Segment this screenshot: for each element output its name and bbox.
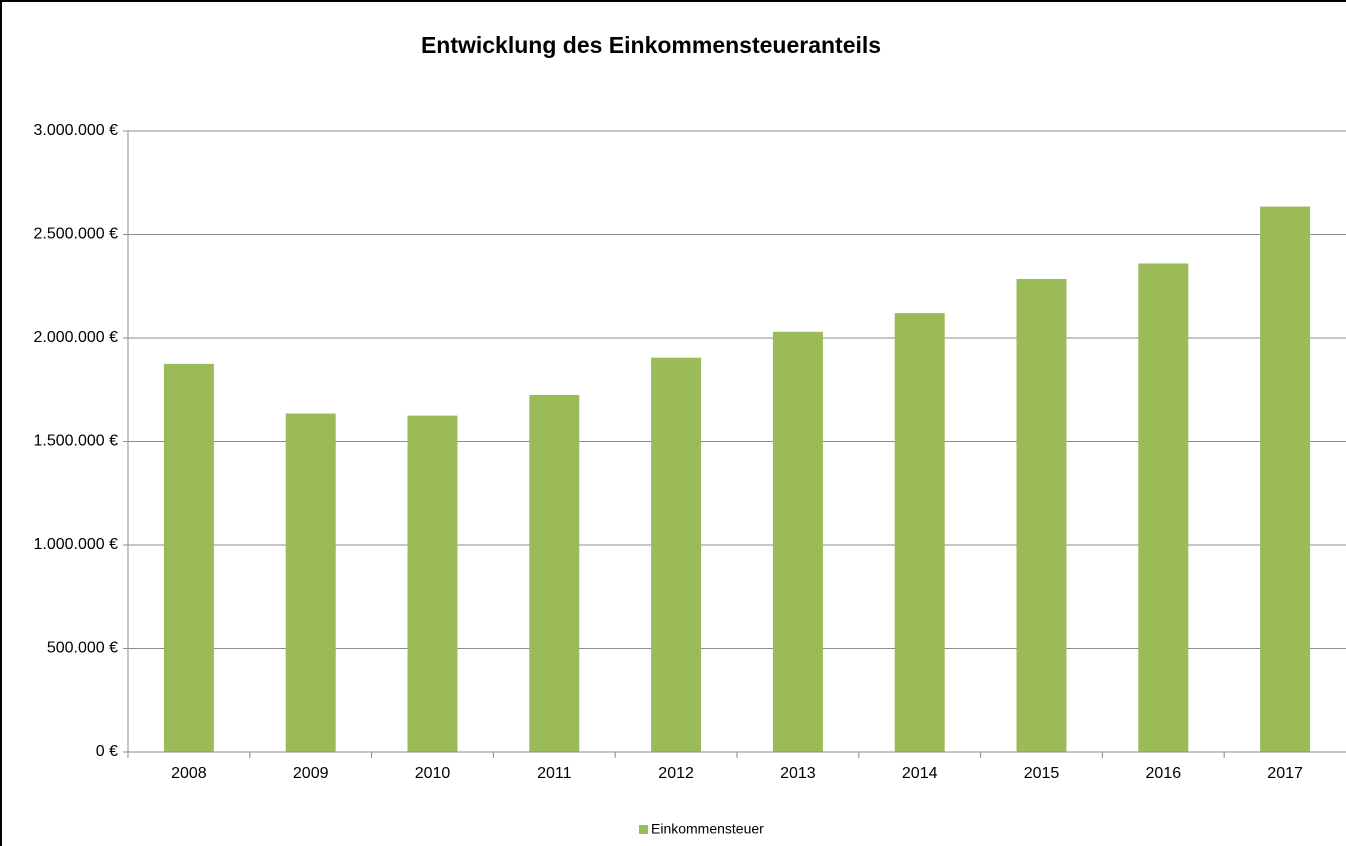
bar [529, 394, 580, 752]
legend-label: Einkommensteuer [651, 821, 764, 837]
x-tick-label: 2010 [415, 765, 451, 782]
x-tick-label: 2014 [902, 765, 938, 782]
y-tick-label: 500.000 € [47, 640, 118, 657]
x-tick-label: 2015 [1024, 765, 1060, 782]
y-tick-label: 0 € [96, 743, 118, 760]
x-tick-label: 2008 [171, 765, 207, 782]
y-tick-label: 3.000.000 € [33, 122, 118, 139]
x-tick-label: 2013 [780, 765, 816, 782]
y-tick-label: 2.000.000 € [33, 329, 118, 346]
x-tick-label: 2009 [293, 765, 329, 782]
bar [772, 331, 823, 752]
bar [285, 413, 336, 752]
bar [651, 357, 702, 752]
y-tick-label: 1.000.000 € [33, 536, 118, 553]
chart-title: Entwicklung des Einkommensteueranteils [421, 32, 881, 58]
bar [894, 313, 945, 752]
legend-swatch [639, 825, 648, 834]
x-tick-label: 2011 [537, 765, 572, 782]
x-tick-label: 2012 [658, 765, 694, 782]
bar [1260, 206, 1311, 752]
x-tick-label: 2016 [1146, 765, 1182, 782]
y-tick-label: 1.500.000 € [33, 433, 118, 450]
bar [1016, 279, 1067, 752]
bar [407, 415, 458, 752]
bar [163, 363, 214, 752]
x-tick-label: 2017 [1267, 765, 1303, 782]
y-tick-label: 2.500.000 € [33, 226, 118, 243]
bar [1138, 263, 1189, 752]
